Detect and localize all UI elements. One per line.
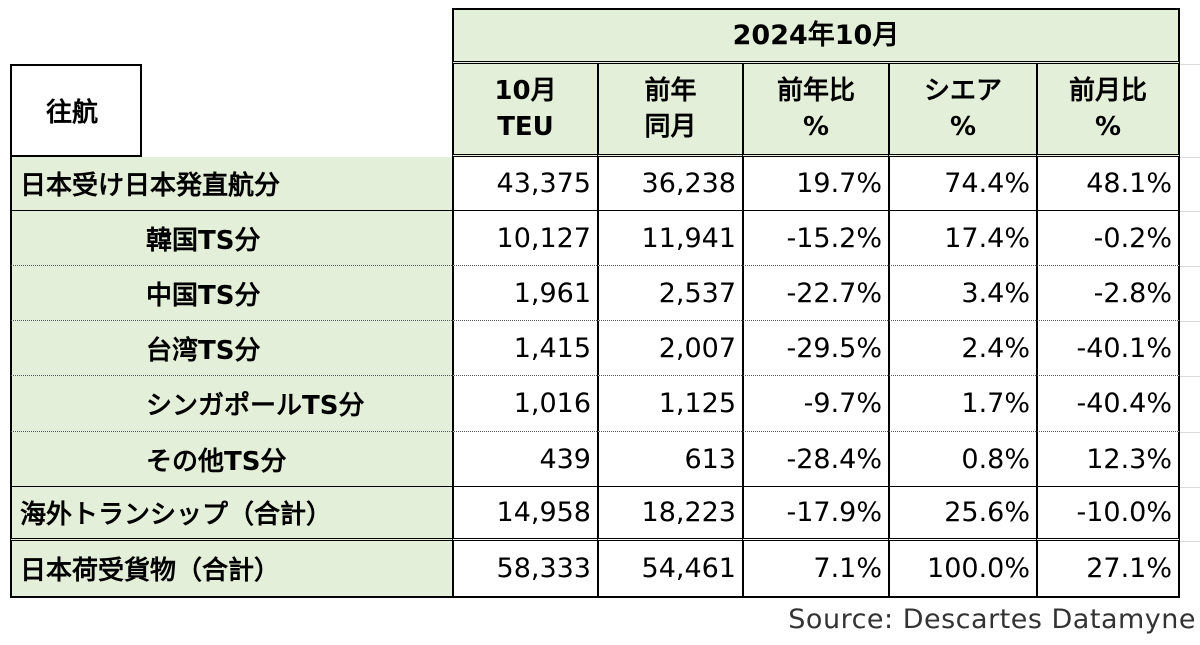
table-title: 2024年10月 bbox=[452, 8, 1180, 64]
data-cell: 11,941 bbox=[597, 211, 742, 266]
row-label: その他TS分 bbox=[10, 432, 452, 487]
data-cell: 25.6% bbox=[888, 487, 1036, 541]
data-cell: 2,537 bbox=[597, 266, 742, 321]
data-cell: -17.9% bbox=[742, 487, 888, 541]
data-cell: 1.7% bbox=[888, 376, 1036, 432]
sheet-gridline bbox=[1180, 376, 1200, 377]
column-header: 10月 TEU bbox=[452, 64, 597, 157]
row-label: シンガポールTS分 bbox=[10, 376, 452, 432]
data-cell: 3.4% bbox=[888, 266, 1036, 321]
data-cell: 1,961 bbox=[452, 266, 597, 321]
sheet-gridline bbox=[1180, 64, 1200, 65]
data-cell: 19.7% bbox=[742, 157, 888, 211]
column-header-line: % bbox=[802, 112, 830, 142]
data-cell: 48.1% bbox=[1036, 157, 1180, 211]
row-label: 韓国TS分 bbox=[10, 211, 452, 266]
column-header-line: 前年 bbox=[644, 76, 697, 106]
data-cell: 14,958 bbox=[452, 487, 597, 541]
sheet-gridline bbox=[1180, 321, 1200, 322]
column-header-line: 前年比 bbox=[776, 76, 855, 106]
row-label: 海外トランシップ（合計） bbox=[10, 487, 452, 541]
data-cell: -9.7% bbox=[742, 376, 888, 432]
data-cell: -15.2% bbox=[742, 211, 888, 266]
data-cell: 54,461 bbox=[597, 541, 742, 598]
data-cell: -40.1% bbox=[1036, 321, 1180, 376]
data-cell: -10.0% bbox=[1036, 487, 1180, 541]
data-cell: -2.8% bbox=[1036, 266, 1180, 321]
column-header-line: TEU bbox=[497, 112, 554, 142]
column-header-line: 前月比 bbox=[1068, 76, 1147, 106]
data-cell: 7.1% bbox=[742, 541, 888, 598]
data-cell: -0.2% bbox=[1036, 211, 1180, 266]
row-label: 台湾TS分 bbox=[10, 321, 452, 376]
data-cell: 613 bbox=[597, 432, 742, 487]
column-header-line: % bbox=[1094, 112, 1122, 142]
column-header: 前年比% bbox=[742, 64, 888, 157]
column-header: 前月比% bbox=[1036, 64, 1180, 157]
column-header-line: 同月 bbox=[644, 112, 697, 142]
data-cell: 74.4% bbox=[888, 157, 1036, 211]
row-label: 日本受け日本発直航分 bbox=[10, 157, 452, 211]
row-label: 日本荷受貨物（合計） bbox=[10, 541, 452, 598]
sheet-gridline bbox=[1180, 487, 1200, 488]
column-header: 前年 同月 bbox=[597, 64, 742, 157]
data-cell: -28.4% bbox=[742, 432, 888, 487]
data-cell: 100.0% bbox=[888, 541, 1036, 598]
data-cell: 1,016 bbox=[452, 376, 597, 432]
data-cell: 36,238 bbox=[597, 157, 742, 211]
column-header-line: % bbox=[949, 112, 977, 142]
data-cell: 10,127 bbox=[452, 211, 597, 266]
data-cell: 439 bbox=[452, 432, 597, 487]
row-label: 中国TS分 bbox=[10, 266, 452, 321]
column-header: シエア% bbox=[888, 64, 1036, 157]
data-cell: 43,375 bbox=[452, 157, 597, 211]
data-cell: 17.4% bbox=[888, 211, 1036, 266]
data-cell: 1,125 bbox=[597, 376, 742, 432]
column-header-line: シエア bbox=[923, 76, 1002, 106]
corner-label: 往航 bbox=[10, 64, 142, 157]
data-cell: 2,007 bbox=[597, 321, 742, 376]
data-cell: -22.7% bbox=[742, 266, 888, 321]
data-cell: 18,223 bbox=[597, 487, 742, 541]
data-cell: 12.3% bbox=[1036, 432, 1180, 487]
column-header-line: 10月 bbox=[494, 76, 557, 106]
sheet-gridline bbox=[1180, 266, 1200, 267]
data-cell: 0.8% bbox=[888, 432, 1036, 487]
sheet-gridline bbox=[1180, 211, 1200, 212]
sheet-gridline bbox=[1180, 541, 1200, 542]
sheet-gridline bbox=[1180, 157, 1200, 158]
data-cell: 2.4% bbox=[888, 321, 1036, 376]
source-note: Source: Descartes Datamyne bbox=[788, 604, 1196, 635]
data-cell: -29.5% bbox=[742, 321, 888, 376]
data-cell: 27.1% bbox=[1036, 541, 1180, 598]
data-cell: 1,415 bbox=[452, 321, 597, 376]
data-cell: 58,333 bbox=[452, 541, 597, 598]
data-cell: -40.4% bbox=[1036, 376, 1180, 432]
sheet-gridline bbox=[1180, 432, 1200, 433]
